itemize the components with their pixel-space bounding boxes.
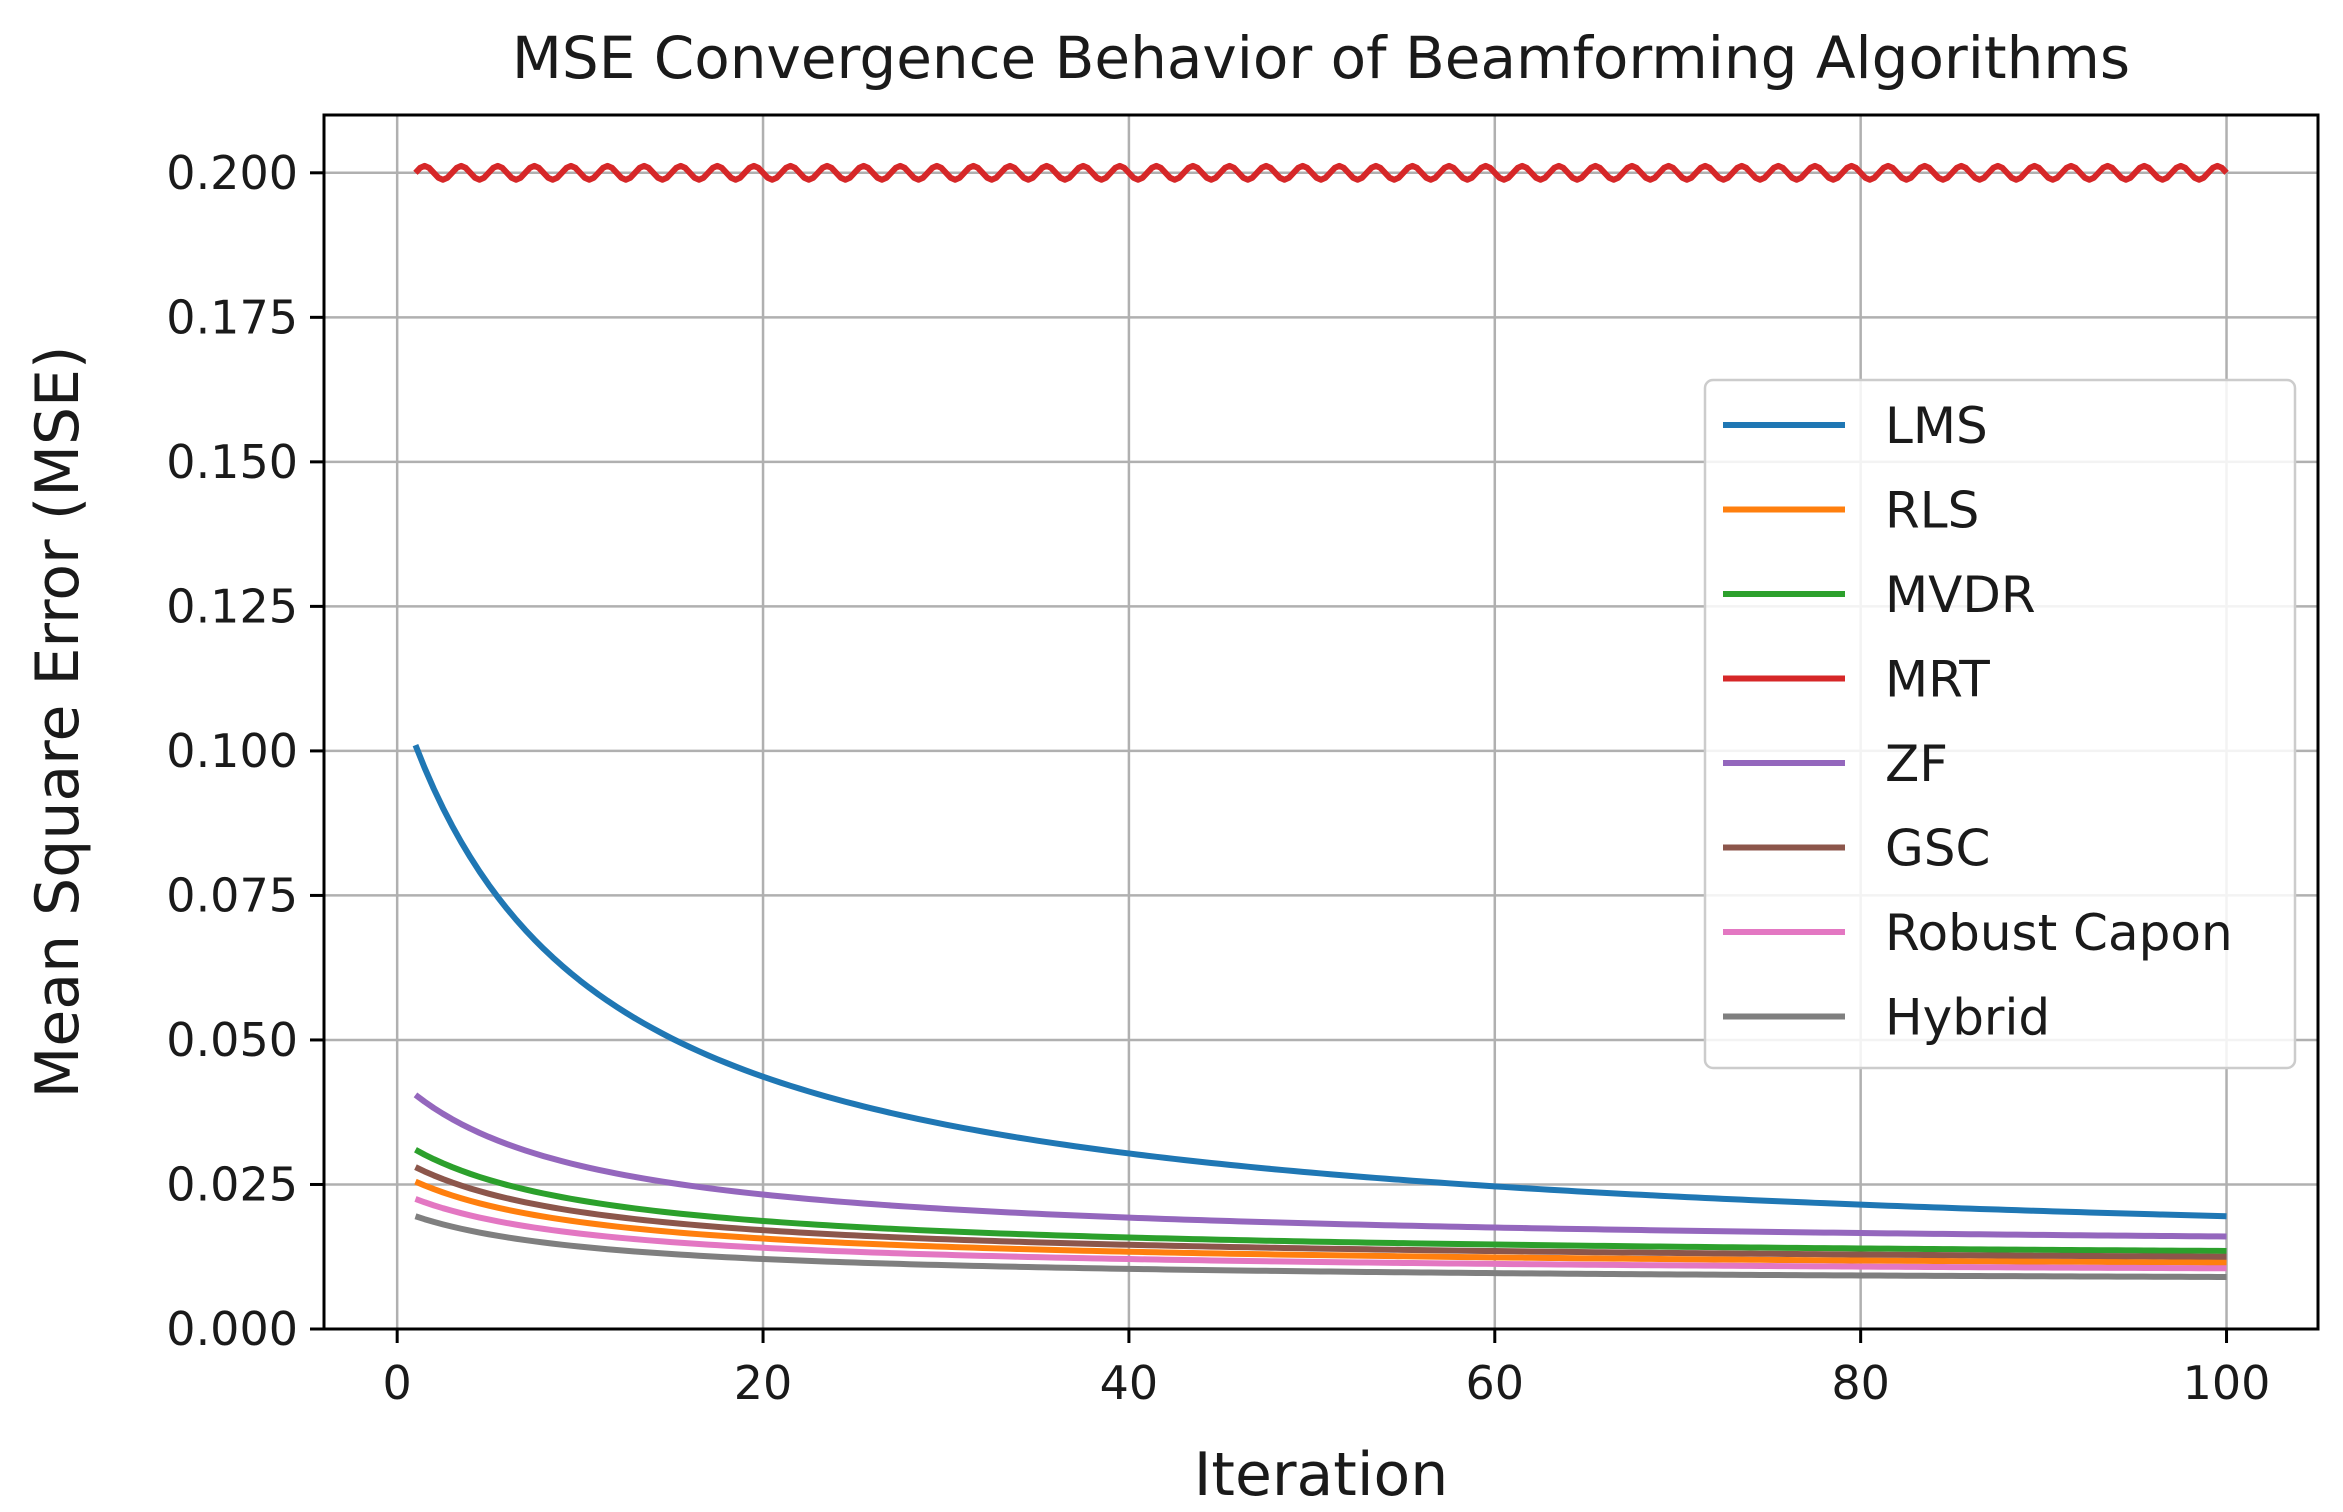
y-tick-label: 0.025 [166,1157,298,1211]
legend-label: MRT [1885,651,1990,709]
legend-label: Hybrid [1885,989,2050,1047]
legend-label: Robust Capon [1885,904,2233,962]
y-tick-label: 0.100 [166,724,298,778]
y-tick-label: 0.000 [166,1302,298,1356]
y-tick-label: 0.150 [166,435,298,489]
legend-label: LMS [1885,397,1988,455]
y-tick-label: 0.075 [166,868,298,922]
series-line-mvdr [414,1147,2227,1254]
y-tick-label: 0.050 [166,1013,298,1067]
x-axis-ticks: 0 20 40 60 80 100 [383,1329,2271,1410]
series-line-robust-capon [414,1196,2227,1272]
series-line-gsc [414,1164,2227,1260]
x-tick-label: 20 [734,1356,793,1410]
legend-label: RLS [1885,482,1979,540]
y-axis-ticks: 0.000 0.025 0.050 0.075 0.100 0.125 0.150 0.175… [166,146,324,1356]
legend: LMS RLS MVDR MRT ZF GSC Robust Capon Hybrid [1703,378,2297,1070]
y-axis-label: Mean Square Error (MSE) [23,346,93,1099]
plot-area-frame [322,113,2320,1331]
x-axis-label: Iteration [1194,1440,1449,1510]
x-tick-label: 100 [2183,1356,2271,1410]
legend-box [1703,378,2297,1070]
series-line-zf [413,1092,2227,1240]
x-tick-label: 60 [1466,1356,1525,1410]
legend-label: MVDR [1885,566,2036,624]
x-tick-label: 40 [1100,1356,1159,1410]
y-tick-label: 0.200 [166,146,298,200]
series-line-mrt [413,162,2229,183]
series-lines [412,162,2229,1280]
legend-label: GSC [1885,820,1990,878]
legend-label: ZF [1885,735,1948,793]
series-line-rls [414,1178,2227,1266]
x-tick-label: 80 [1831,1356,1890,1410]
y-tick-label: 0.125 [166,579,298,633]
series-line-hybrid [414,1213,2227,1280]
y-tick-label: 0.175 [166,290,298,344]
chart-title: MSE Convergence Behavior of Beamforming … [512,24,2130,92]
series-line-lms [412,744,2227,1220]
x-tick-label: 0 [383,1356,412,1410]
